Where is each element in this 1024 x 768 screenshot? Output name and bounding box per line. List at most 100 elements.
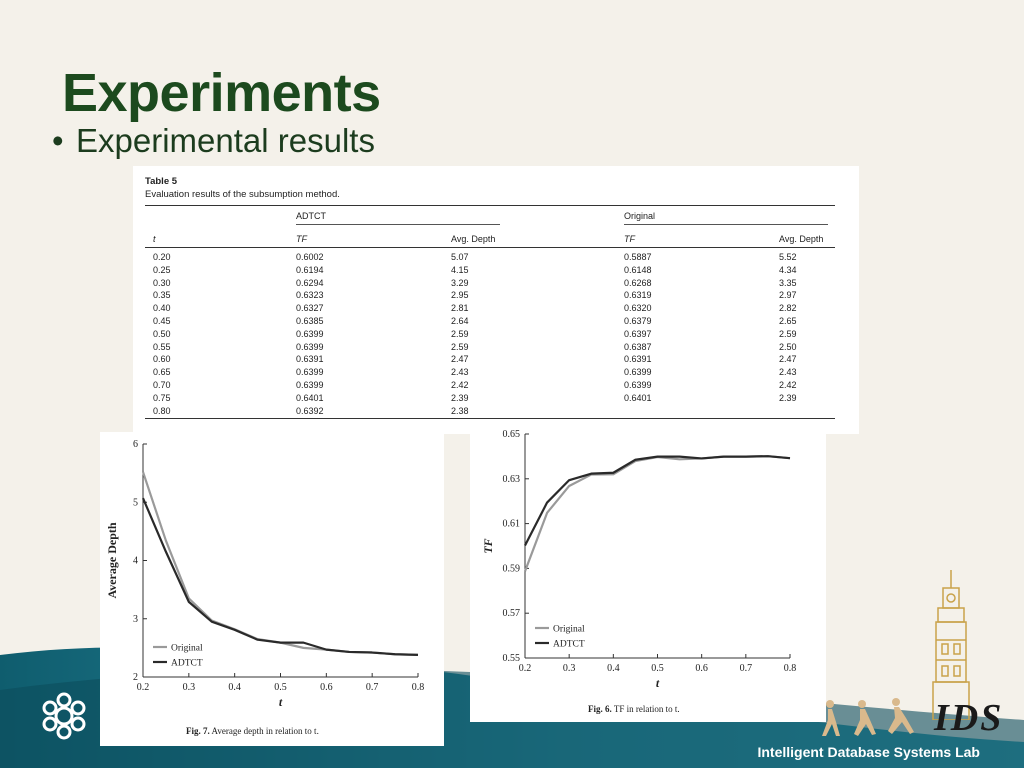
legend-label: ADTCT (553, 640, 585, 650)
table-cell: 2.50 (779, 341, 797, 352)
table-cell: 2.39 (779, 392, 797, 403)
table-cell: 0.6401 (296, 392, 324, 403)
table-cell: 2.43 (451, 367, 469, 378)
legend-label: ADTCT (171, 659, 203, 669)
table-header-rule (145, 247, 835, 248)
data-point (569, 485, 570, 486)
table-cell: 2.42 (779, 380, 797, 390)
table-cell: 0.6399 (296, 380, 324, 390)
col-header-depth-adtct: Avg. Depth (451, 234, 496, 244)
data-point (546, 512, 547, 513)
table-label: Table 5 (145, 176, 178, 187)
table-cell: 0.6379 (624, 316, 652, 326)
y-tick-label: 0.55 (503, 653, 521, 664)
results-table: Table 5 Evaluation results of the subsum… (133, 166, 859, 434)
table-cell: 2.43 (779, 367, 797, 378)
ids-logo: IDS (928, 696, 1020, 739)
x-axis-label: t (279, 695, 283, 709)
table-cell: 0.20 (153, 252, 171, 262)
table-bottom-rule (145, 418, 835, 419)
figure-caption: Fig. 6. TF in relation to t. (588, 704, 680, 714)
table-cell: 0.6399 (624, 367, 652, 378)
table-cell: 2.47 (779, 354, 797, 365)
x-tick-label: 0.3 (563, 663, 576, 674)
table-cell: 2.97 (779, 290, 797, 301)
table-cell: 0.6399 (296, 367, 324, 378)
table-cell: 4.15 (451, 264, 469, 275)
y-tick-label: 2 (133, 672, 138, 683)
table-cell: 0.6323 (296, 290, 324, 301)
table-cell: 2.59 (451, 341, 469, 352)
data-point (524, 545, 525, 546)
data-point (349, 651, 350, 652)
table-cell: 2.42 (451, 380, 469, 390)
x-tick-label: 0.2 (137, 682, 150, 693)
table-cell: 0.6399 (624, 380, 652, 390)
data-point (569, 480, 570, 481)
data-point (524, 571, 525, 572)
table-cell: 0.6320 (624, 303, 652, 314)
university-logo-icon (42, 692, 86, 740)
x-axis-label: t (656, 676, 660, 690)
table-top-rule (145, 205, 835, 206)
table-cell: 0.30 (153, 277, 171, 288)
table-cell: 0.6194 (296, 264, 324, 275)
col-header-depth-original: Avg. Depth (779, 234, 824, 244)
legend-label: Original (553, 625, 585, 635)
x-tick-label: 0.5 (651, 663, 664, 674)
table-cell: 3.35 (779, 277, 797, 288)
col-header-tf-adtct: TF (296, 234, 307, 244)
data-point (591, 473, 592, 474)
table-cell: 0.70 (153, 380, 171, 390)
x-tick-label: 0.7 (366, 682, 379, 693)
col-header-tf-original: TF (624, 234, 635, 244)
group-header-original: Original (624, 211, 656, 221)
legend-label: Original (171, 644, 203, 654)
table-cell: 0.6391 (624, 354, 652, 365)
table-cell: 0.6294 (296, 277, 324, 288)
series-line-original (141, 471, 419, 656)
table-cell: 2.39 (451, 392, 469, 403)
table-cell: 2.64 (451, 316, 469, 326)
data-point (546, 502, 547, 503)
table-cell: 2.81 (451, 303, 469, 314)
clock-tower-icon (932, 570, 970, 720)
table-cell: 0.45 (153, 316, 171, 326)
table-cell: 0.75 (153, 392, 171, 403)
table-cell: 5.07 (451, 252, 469, 262)
table-cell: 0.80 (153, 405, 171, 416)
table-cell: 5.52 (779, 252, 797, 262)
data-point (142, 471, 143, 472)
table-cell: 0.40 (153, 303, 171, 314)
figure-avg-depth: 0.2 0.3 0.4 0.5 0.6 0.7 0.8 2 3 4 5 6 t Average Depth… (100, 432, 444, 746)
table-cell: 2.95 (451, 290, 469, 301)
y-tick-label: 0.63 (503, 474, 521, 485)
y-tick-label: 0.59 (503, 563, 521, 574)
data-point (679, 456, 680, 457)
data-point (326, 649, 327, 650)
table-cell: 0.6401 (624, 392, 652, 403)
data-point (789, 458, 790, 459)
data-point (394, 654, 395, 655)
y-tick-label: 4 (133, 556, 138, 567)
data-point (303, 642, 304, 643)
y-tick-label: 5 (133, 497, 138, 508)
y-tick-label: 0.61 (503, 519, 521, 530)
table-cell: 0.60 (153, 354, 171, 365)
table-cell: 0.6392 (296, 405, 324, 416)
figure-caption-label: Fig. 6. (588, 704, 612, 714)
figure-caption-text: Average depth in relation to t. (211, 726, 319, 736)
ids-logo-text: IDS (934, 697, 1004, 739)
y-axis-label: Average Depth (105, 522, 119, 598)
data-point (613, 474, 614, 475)
y-tick-label: 0.65 (503, 429, 521, 440)
table-cell: 2.59 (779, 328, 797, 339)
data-point (613, 472, 614, 473)
col-header-t: t (153, 234, 156, 244)
data-point (745, 456, 746, 457)
data-point (280, 642, 281, 643)
table-cell: 3.29 (451, 277, 469, 288)
data-point (635, 459, 636, 460)
runners-icon (822, 698, 914, 736)
slide-title: Experiments (62, 63, 381, 123)
